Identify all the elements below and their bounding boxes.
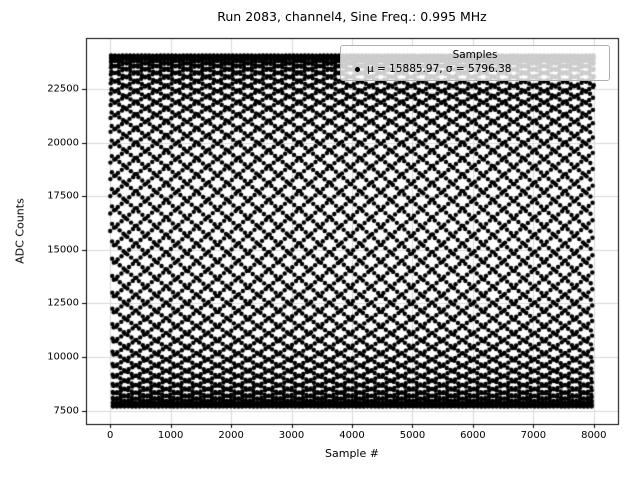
y-tick-label: 10000 <box>47 351 79 363</box>
legend-title: Samples <box>452 49 498 61</box>
y-tick-label: 12500 <box>47 297 79 309</box>
legend: Samples μ = 15885.97, σ = 5796.38 <box>340 45 610 81</box>
y-tick-label: 22500 <box>47 83 79 95</box>
sample-marker-icon <box>355 66 360 72</box>
x-tick-label: 2000 <box>218 430 244 441</box>
x-tick-label: 7000 <box>520 430 547 441</box>
y-axis-label: ADC Counts <box>13 198 27 264</box>
x-tick-label: 1000 <box>157 430 184 441</box>
y-tick-label: 20000 <box>47 137 79 149</box>
y-tick-label: 17500 <box>47 190 79 202</box>
x-tick-label: 5000 <box>399 430 426 441</box>
y-tick-label: 7500 <box>53 405 79 416</box>
y-tick-label: 15000 <box>47 244 79 256</box>
legend-entry-label: μ = 15885.97, σ = 5796.38 <box>367 63 512 75</box>
x-tick-label: 3000 <box>278 430 305 441</box>
chart-title: Run 2083, channel4, Sine Freq.: 0.995 MH… <box>217 9 487 24</box>
x-tick-label: 6000 <box>460 430 486 441</box>
legend-entry: μ = 15885.97, σ = 5796.38 <box>349 63 601 75</box>
x-tick-label: 4000 <box>339 430 365 441</box>
x-tick-label: 0 <box>106 430 114 441</box>
x-axis-label: Sample # <box>325 447 379 460</box>
x-tick-label: 8000 <box>581 430 607 441</box>
